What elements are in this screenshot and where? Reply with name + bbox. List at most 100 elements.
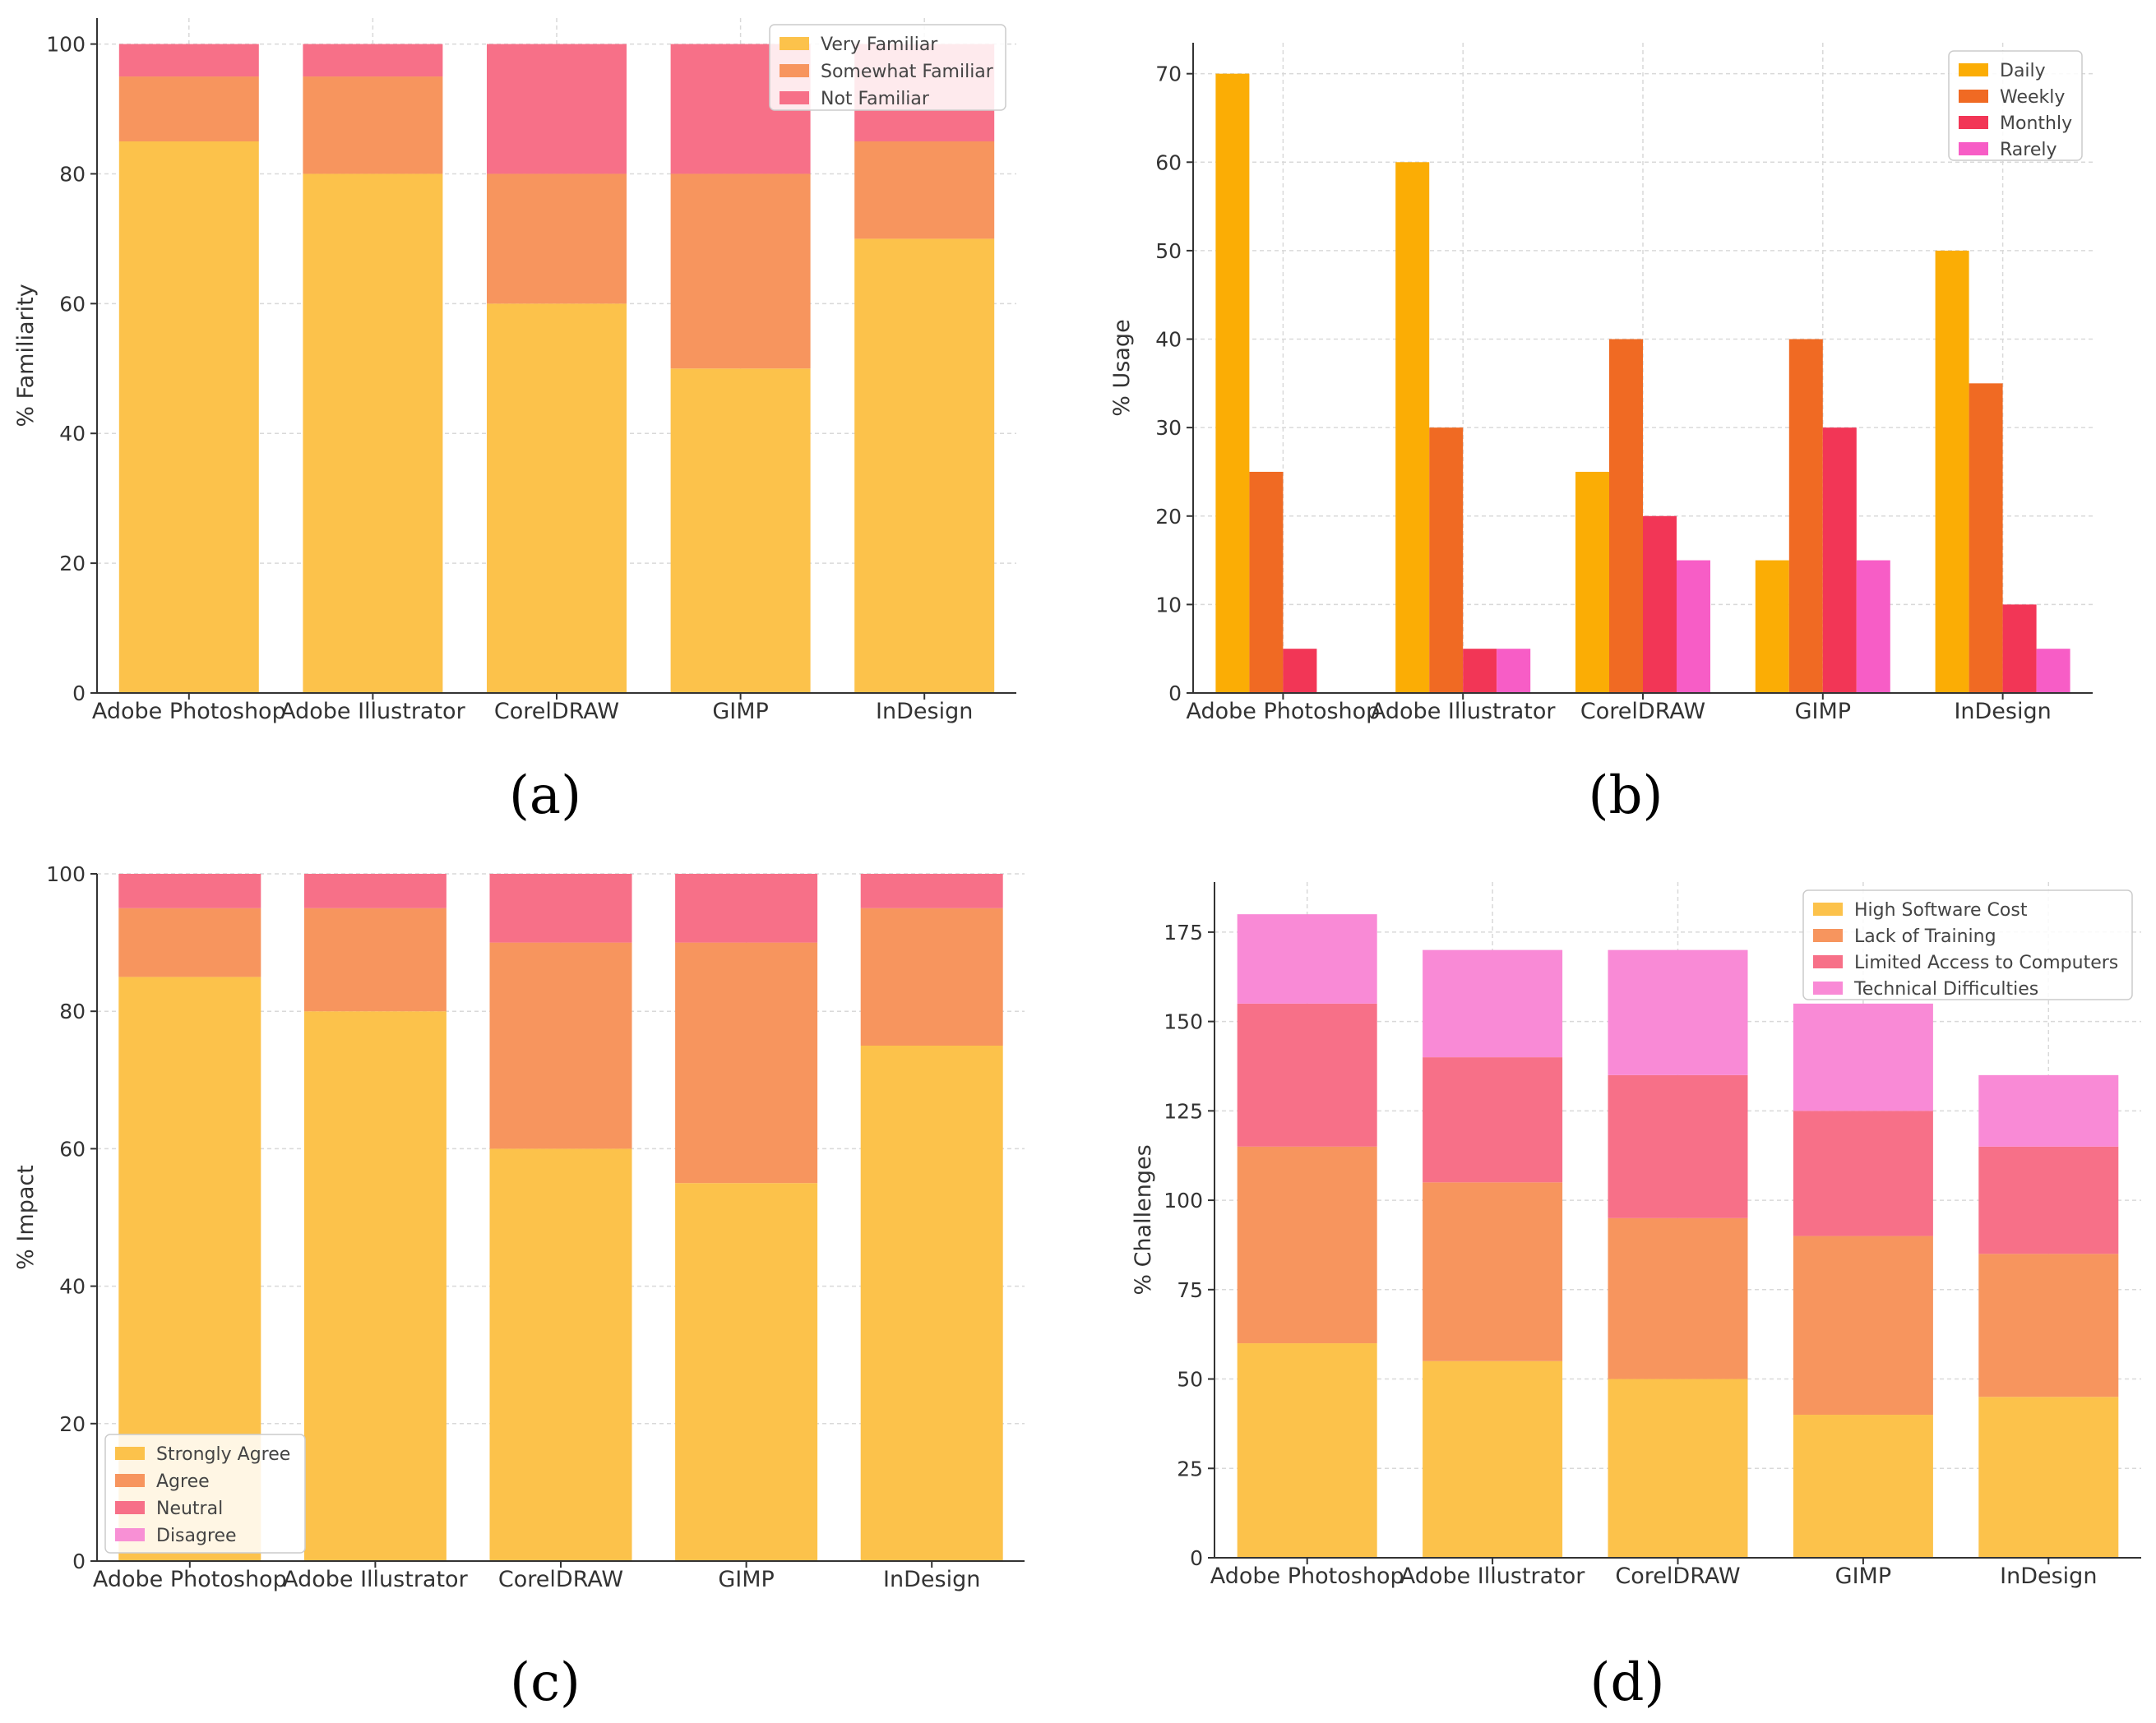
- bar-segment: [1793, 1236, 1933, 1416]
- bar-segment: [487, 44, 627, 174]
- legend-label: Technical Difficulties: [1853, 979, 2038, 1000]
- legend-box: [1948, 50, 2083, 161]
- bar-segment: [860, 908, 1003, 1046]
- legend-label: Rarely: [2000, 140, 2057, 160]
- bar-segment: [1423, 1360, 1563, 1558]
- bar: [1429, 427, 1464, 693]
- bar-segment: [118, 76, 259, 141]
- y-tick-label: 80: [59, 162, 86, 186]
- y-tick-label: 10: [1155, 593, 1182, 617]
- legend-label: Weekly: [2000, 87, 2065, 108]
- y-tick-label: 60: [1155, 150, 1182, 174]
- legend-swatch: [1959, 63, 1988, 76]
- bars: [118, 44, 995, 694]
- x-tick-label: InDesign: [876, 699, 973, 724]
- y-tick-label: 0: [1168, 681, 1182, 705]
- y-tick-label: 60: [59, 1137, 86, 1161]
- legend-swatch: [1813, 903, 1843, 916]
- bar: [1215, 73, 1250, 693]
- y-tick-label: 20: [59, 552, 86, 575]
- x-tick-label: CorelDRAW: [498, 1567, 623, 1592]
- bar-segment: [1978, 1074, 2119, 1147]
- bar-segment: [1423, 949, 1563, 1058]
- legend-label: Not Familiar: [821, 89, 930, 109]
- legend-box: [104, 1434, 306, 1554]
- y-tick-label: 50: [1155, 239, 1182, 263]
- y-axis-title: % Challenges: [1131, 1144, 1156, 1295]
- bar-segment: [303, 173, 443, 693]
- x-tick-label: GIMP: [1795, 699, 1851, 724]
- bar-segment: [487, 173, 627, 304]
- y-axis-title: % Familiarity: [13, 284, 39, 427]
- bar-segment: [489, 1148, 632, 1561]
- y-tick-label: 40: [59, 1275, 86, 1299]
- bar: [1609, 339, 1643, 693]
- x-tick-label: GIMP: [718, 1567, 774, 1592]
- bar-segment: [1978, 1397, 2119, 1558]
- y-tick-label: 40: [1155, 328, 1182, 352]
- bar-segment: [1237, 1003, 1377, 1147]
- bar-segment: [675, 1183, 818, 1561]
- y-tick-label: 20: [1155, 505, 1182, 529]
- bar-segment: [854, 141, 995, 239]
- panel-challenges: 0 25 50 75 100 125 150 175 Adobe PhotoshopAdobe …: [1131, 882, 2141, 1713]
- y-tick-label: 0: [72, 1550, 86, 1573]
- bar-segment: [1423, 1057, 1563, 1183]
- bar-segment: [860, 1046, 1003, 1561]
- bar: [1643, 515, 1677, 693]
- legend-swatch: [115, 1528, 145, 1541]
- y-tick-label: 100: [1164, 1189, 1203, 1213]
- y-tick-label: 125: [1164, 1099, 1203, 1123]
- bar: [1822, 427, 1857, 693]
- bar-segment: [1978, 1146, 2119, 1254]
- bar-segment: [489, 874, 632, 943]
- bar-segment: [1608, 1074, 1748, 1218]
- x-tick-label: InDesign: [1954, 699, 2051, 724]
- y-tick-label: 40: [59, 422, 86, 446]
- bar: [1283, 649, 1317, 693]
- legend: Daily Weekly Monthly Rarely: [1948, 50, 2083, 161]
- legend-box: [1802, 889, 2133, 1000]
- y-tick-label: 0: [72, 681, 86, 705]
- x-tick-label: CorelDRAW: [494, 699, 619, 724]
- legend-label: Daily: [2000, 61, 2046, 81]
- bar-segment: [303, 874, 446, 908]
- legend-swatch: [780, 91, 809, 104]
- panel-label: (a): [509, 765, 581, 826]
- y-tick-label: 150: [1164, 1010, 1203, 1034]
- bar-segment: [303, 44, 443, 77]
- y-tick-label: 20: [59, 1412, 86, 1436]
- legend-label: Lack of Training: [1854, 926, 1996, 947]
- bar-segment: [1978, 1254, 2119, 1397]
- y-tick-label: 80: [59, 1000, 86, 1023]
- bar: [1788, 339, 1823, 693]
- bar: [1575, 471, 1609, 693]
- x-tick-label: Adobe Photoshop: [1210, 1564, 1404, 1589]
- x-tick-label: GIMP: [1835, 1564, 1891, 1589]
- legend-label: Neutral: [156, 1499, 223, 1519]
- x-tick-label: Adobe Illustrator: [283, 1567, 468, 1592]
- bar-segment: [118, 874, 261, 908]
- y-axis-title: % Impact: [13, 1165, 39, 1270]
- panel-label: (c): [510, 1652, 581, 1713]
- legend-label: Monthly: [2000, 113, 2072, 134]
- bar-segment: [118, 44, 259, 77]
- panel-label: (d): [1590, 1652, 1665, 1713]
- x-tick-label: Adobe Illustrator: [1371, 699, 1556, 724]
- legend-label: Strongly Agree: [156, 1444, 290, 1465]
- bar-segment: [670, 368, 811, 693]
- bar: [1755, 560, 1789, 693]
- bar-segment: [487, 303, 627, 693]
- legend: Very Familiar Somewhat Familiar Not Famili…: [769, 24, 1006, 111]
- bar-segment: [1237, 1343, 1377, 1558]
- bar: [1969, 383, 2003, 693]
- bars: [1215, 73, 2070, 694]
- y-tick-label: 60: [59, 292, 86, 316]
- legend-swatch: [115, 1501, 145, 1514]
- bar-segment: [1793, 1415, 1933, 1558]
- bar-segment: [303, 908, 446, 1012]
- legend: Strongly Agree Agree Neutral Disagree: [104, 1434, 306, 1554]
- legend-swatch: [1813, 982, 1843, 995]
- x-tick-label: CorelDRAW: [1580, 699, 1705, 724]
